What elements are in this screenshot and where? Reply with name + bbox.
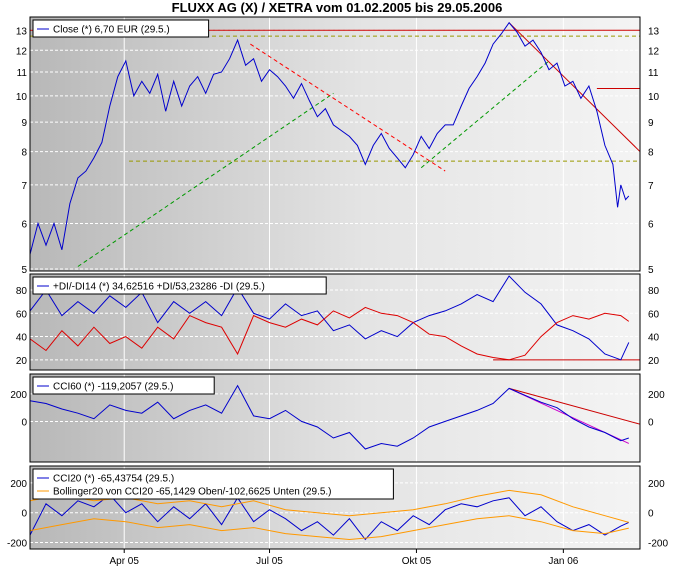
y-tick-left-price-2: 7	[21, 181, 27, 192]
y-tick-right-dmi-1: 40	[648, 333, 660, 344]
y-tick-left-dmi-2: 60	[16, 309, 28, 320]
y-tick-left-dmi-1: 40	[16, 333, 28, 344]
y-tick-right-cci20-2: 200	[648, 479, 665, 490]
y-tick-right-cci60-0: 0	[648, 417, 654, 428]
series-cci20-2	[29, 515, 629, 541]
legend-box-cci60	[32, 376, 215, 395]
y-tick-left-price-1: 6	[21, 219, 27, 230]
legend-box-cci20	[32, 468, 394, 500]
x-tick-label-0: Apr 05	[109, 556, 139, 567]
y-tick-right-cci20-0: -200	[648, 539, 668, 550]
line-uptrend	[77, 92, 334, 267]
y-tick-left-price-4: 9	[21, 118, 27, 129]
series-cci60-0	[29, 384, 629, 450]
y-tick-right-dmi-2: 60	[648, 309, 660, 320]
y-tick-left-dmi-3: 80	[16, 286, 28, 297]
y-tick-right-price-3: 8	[648, 148, 654, 159]
y-tick-left-price-8: 13	[16, 26, 28, 37]
legend-box-dmi	[32, 276, 327, 295]
y-tick-left-price-5: 10	[16, 92, 28, 103]
y-tick-left-dmi-0: 20	[16, 356, 28, 367]
y-tick-right-cci20-1: 0	[648, 509, 654, 520]
y-tick-left-cci60-0: 0	[21, 417, 27, 428]
y-tick-left-cci60-1: 200	[10, 390, 27, 401]
y-tick-right-dmi-0: 20	[648, 356, 660, 367]
legend-box-price	[32, 19, 210, 38]
line-cci-resistance	[508, 387, 641, 425]
series-cci20-0	[29, 494, 630, 541]
y-tick-left-cci20-0: -200	[7, 539, 27, 550]
y-tick-right-price-1: 6	[648, 219, 654, 230]
x-tick-label-2: Okt 05	[402, 556, 432, 567]
legend-label-price-0: Close (*) 6,70 EUR (29.5.)	[53, 25, 170, 36]
series-price-0	[29, 21, 630, 255]
y-tick-right-price-7: 12	[648, 46, 660, 57]
y-tick-left-cci20-1: 0	[21, 509, 27, 520]
y-tick-left-price-3: 8	[21, 148, 27, 159]
panel-frame-cci20	[29, 465, 641, 550]
x-tick-label-3: Jan 06	[548, 556, 578, 567]
line-downtrend-solid	[508, 22, 641, 152]
legend-label-cci20-1: Bollinger20 von CCI20 -65,1429 Oben/-102…	[53, 487, 332, 498]
series-dmi-1	[29, 306, 630, 361]
legend-label-dmi-0: +DI/-DI14 (*) 34,62516 +DI/53,23286 -DI …	[53, 282, 265, 293]
y-tick-right-price-4: 9	[648, 118, 654, 129]
y-tick-right-dmi-3: 80	[648, 286, 660, 297]
line-downtrend	[250, 43, 446, 172]
y-tick-right-price-5: 10	[648, 92, 660, 103]
x-tick-label-1: Jul 05	[256, 556, 283, 567]
y-tick-left-price-7: 12	[16, 46, 28, 57]
y-tick-right-cci60-1: 200	[648, 390, 665, 401]
y-tick-left-price-6: 11	[17, 68, 28, 79]
legend-label-cci60-0: CCI60 (*) -119,2057 (29.5.)	[53, 382, 173, 393]
chart-title: FLUXX AG (X) / XETRA vom 01.02.2005 bis …	[171, 0, 503, 15]
legend-label-cci20-0: CCI20 (*) -65,43754 (29.5.)	[53, 474, 174, 485]
y-tick-right-price-0: 5	[648, 265, 654, 276]
y-tick-right-price-6: 11	[648, 68, 659, 79]
y-tick-right-price-8: 13	[648, 26, 660, 37]
series-dmi-0	[29, 275, 630, 361]
panel-frame-price	[29, 16, 641, 272]
y-tick-right-price-2: 7	[648, 181, 654, 192]
panel-frame-dmi	[29, 273, 641, 371]
y-tick-left-price-0: 5	[21, 265, 27, 276]
y-tick-left-cci20-2: 200	[10, 479, 27, 490]
panel-frame-cci60	[29, 373, 641, 463]
panel-background-price	[30, 17, 640, 271]
